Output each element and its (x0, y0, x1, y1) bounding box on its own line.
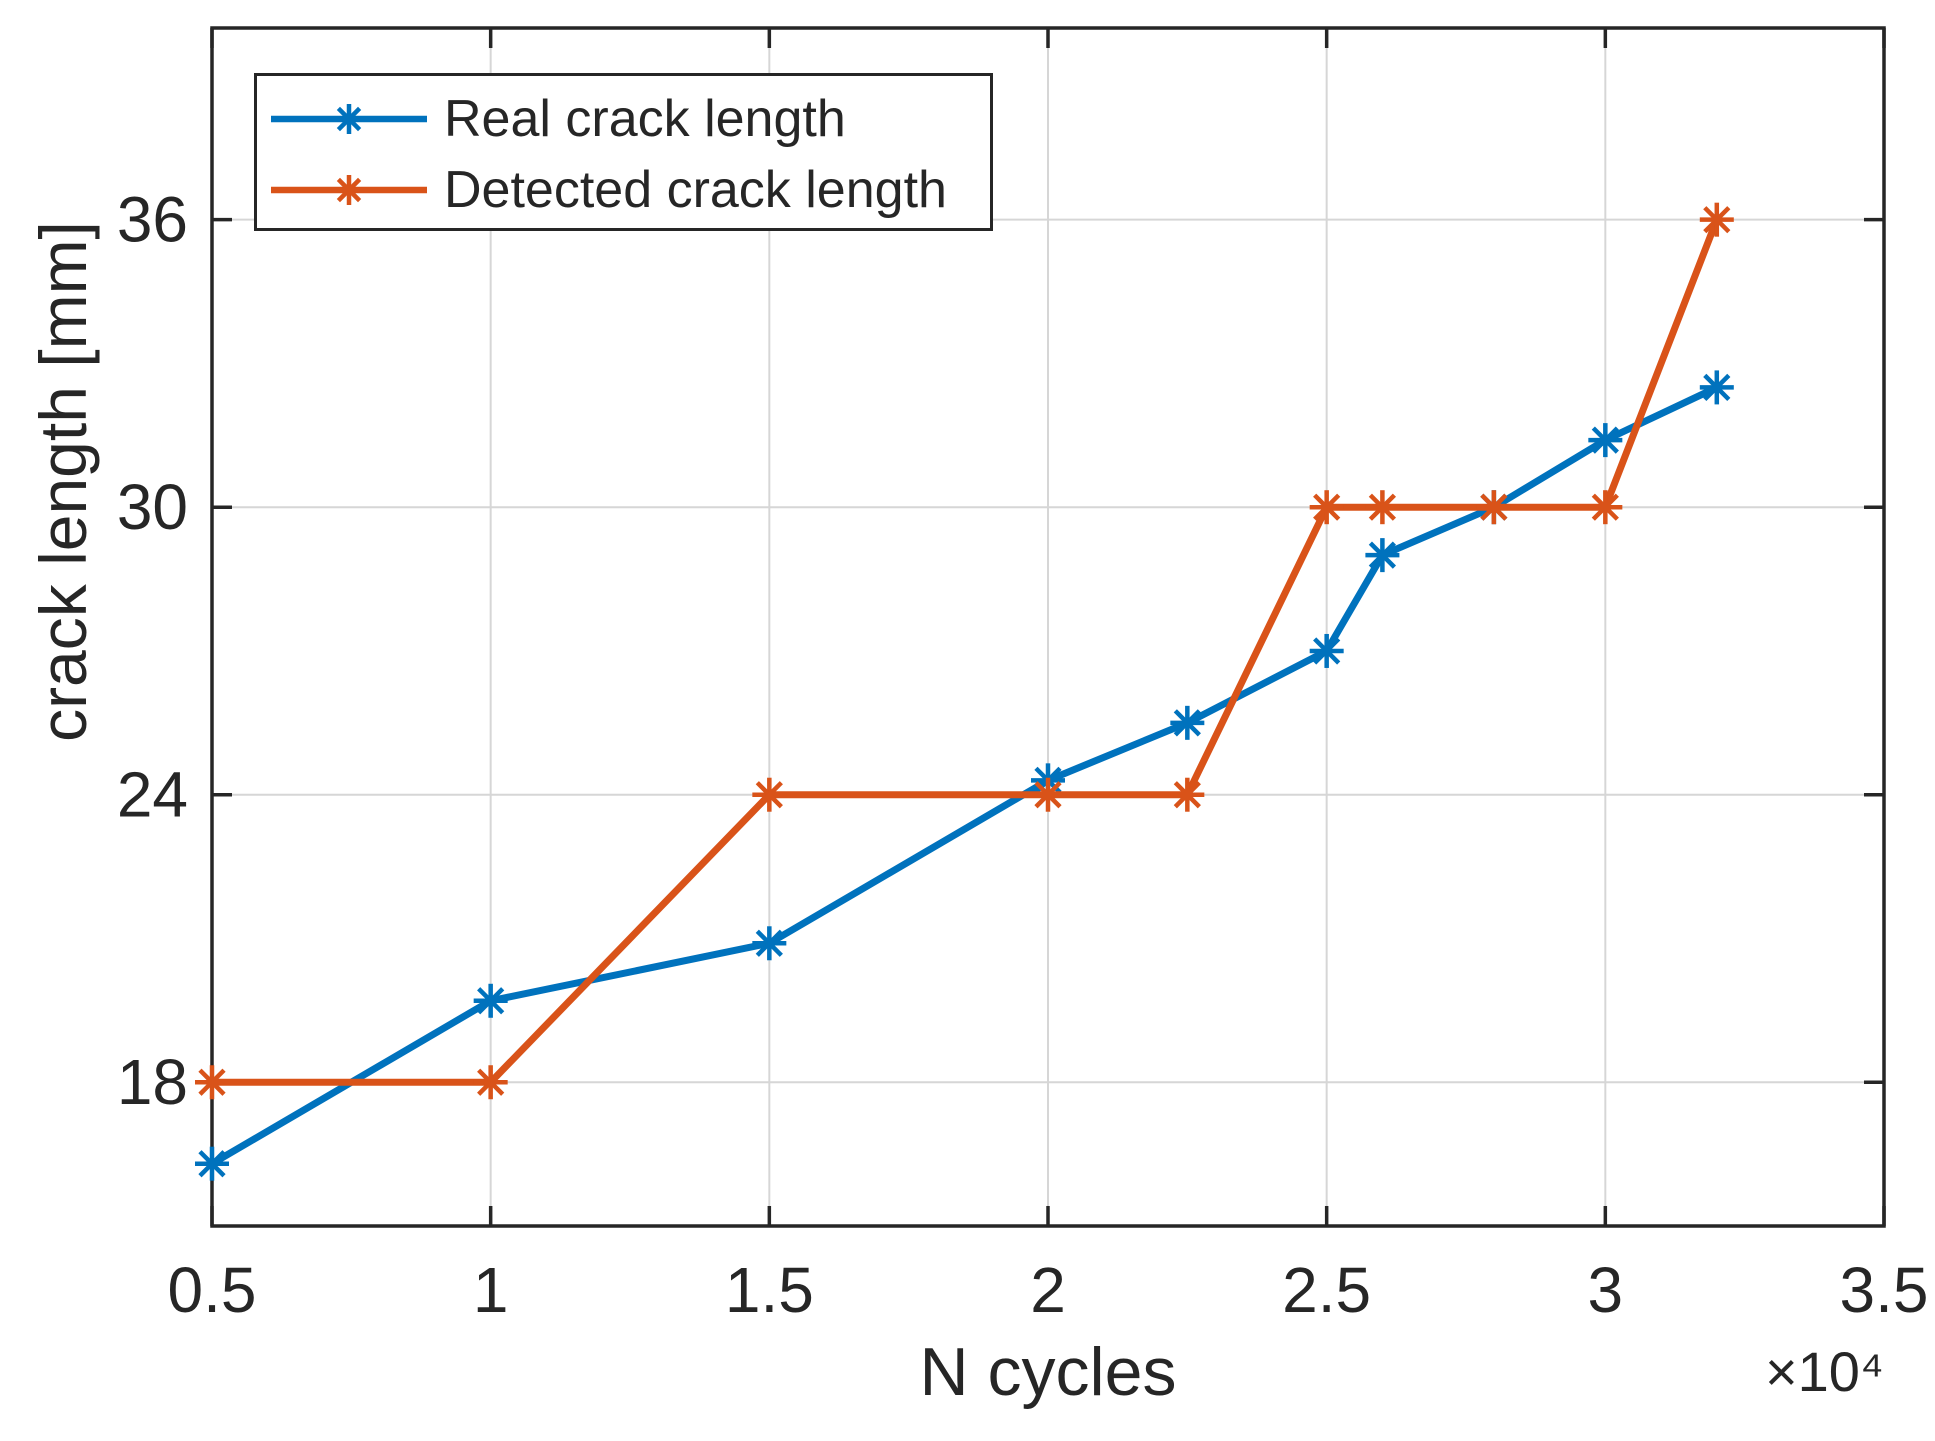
legend-label-real: Real crack length (444, 89, 846, 148)
x-axis-multiplier: ×10⁴ (1764, 1340, 1884, 1403)
legend-item-real: Real crack length (257, 83, 990, 154)
y-tick-label: 36 (117, 184, 188, 256)
series-marker-1 (477, 1068, 505, 1096)
series-line-1 (212, 218, 1721, 1086)
legend-swatch-stroke (336, 177, 362, 202)
series-marker-0 (1173, 709, 1201, 737)
x-tick-label: 0.5 (168, 1254, 257, 1326)
series-marker-1 (1313, 493, 1341, 521)
y-tick-label: 18 (117, 1046, 188, 1118)
series-marker-1 (198, 1068, 226, 1096)
legend-label-detected: Detected crack length (444, 160, 947, 219)
legend-line-marker-real-icon (271, 103, 427, 134)
x-axis-title: N cycles (919, 1334, 1177, 1410)
series-marker-1 (1703, 206, 1731, 234)
x-tick-label: 1.5 (725, 1254, 814, 1326)
series-marker-1 (1480, 493, 1508, 521)
series-marker-0 (477, 987, 505, 1015)
legend: Real crack length Detected crack length (254, 73, 993, 231)
series-marker-0 (1313, 637, 1341, 665)
series-marker-0 (1703, 373, 1731, 402)
y-axis-title: crack length [mm] (26, 221, 100, 742)
x-tick-label: 2.5 (1282, 1254, 1371, 1326)
legend-swatch-stroke (336, 106, 362, 131)
series-marker-1 (1034, 781, 1062, 809)
y-tick-label: 30 (117, 471, 188, 543)
series-line-0 (210, 384, 1719, 1167)
x-tick-label: 3.5 (1840, 1254, 1929, 1326)
series-marker-0 (755, 929, 783, 957)
series-marker-1 (755, 781, 783, 809)
series-marker-0 (1591, 426, 1619, 454)
y-tick-label: 24 (117, 759, 188, 831)
x-tick-label: 1 (473, 1254, 509, 1326)
legend-line-marker-detected-icon (271, 174, 427, 205)
x-tick-label: 2 (1030, 1254, 1066, 1326)
series-marker-1 (1591, 493, 1619, 521)
series-marker-1 (1173, 781, 1201, 809)
series-marker-0 (1368, 541, 1397, 569)
x-tick-label: 3 (1588, 1254, 1624, 1326)
series-marker-1 (1368, 493, 1397, 521)
series-marker-0 (198, 1150, 226, 1178)
legend-item-detected: Detected crack length (257, 154, 990, 225)
